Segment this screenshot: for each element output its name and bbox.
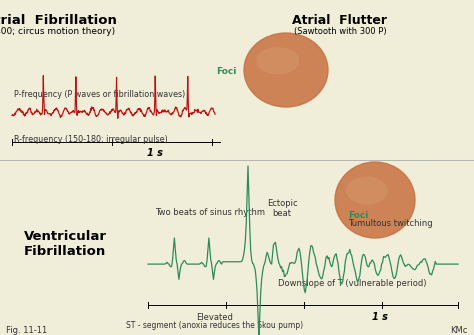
Text: R-frequency (150-180; irregular pulse): R-frequency (150-180; irregular pulse) [14, 135, 168, 144]
Text: 1 s: 1 s [372, 312, 388, 322]
Ellipse shape [244, 33, 328, 107]
Text: Two beats of sinus rhythm: Two beats of sinus rhythm [155, 208, 265, 217]
Text: Fig. 11-11: Fig. 11-11 [6, 326, 47, 335]
Text: Atrial  Fibrillation: Atrial Fibrillation [0, 14, 117, 27]
Text: Foci: Foci [348, 211, 368, 220]
Text: Tumultous twitching: Tumultous twitching [348, 219, 433, 228]
Ellipse shape [256, 48, 299, 74]
Text: KMc: KMc [451, 326, 468, 335]
Text: Elevated: Elevated [197, 313, 233, 322]
Text: 1 s: 1 s [147, 148, 163, 158]
Text: ST - segment (anoxia reduces the Skou pump): ST - segment (anoxia reduces the Skou pu… [127, 321, 303, 330]
Text: (>400; circus motion theory): (>400; circus motion theory) [0, 27, 116, 36]
Text: Downslope of T (vulnerable period): Downslope of T (vulnerable period) [278, 279, 427, 288]
Text: Atrial  Flutter: Atrial Flutter [292, 14, 388, 27]
Text: (Sawtooth with 300 P): (Sawtooth with 300 P) [294, 27, 386, 36]
Text: Ventricular
Fibrillation: Ventricular Fibrillation [24, 230, 107, 258]
Ellipse shape [347, 177, 387, 204]
Text: Foci: Foci [217, 67, 237, 76]
Ellipse shape [335, 162, 415, 238]
Text: Ectopic
beat: Ectopic beat [267, 199, 297, 218]
Text: P-frequency (P waves or fibrillation waves): P-frequency (P waves or fibrillation wav… [14, 90, 185, 99]
